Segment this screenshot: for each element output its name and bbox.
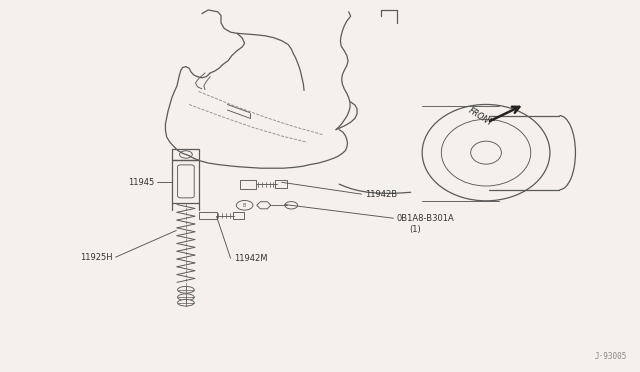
Text: 11945: 11945 [128, 178, 154, 187]
Text: FRONT: FRONT [467, 106, 495, 128]
Text: 11942B: 11942B [365, 190, 397, 199]
Text: J·93005: J·93005 [594, 352, 627, 361]
Text: B: B [243, 203, 246, 208]
Ellipse shape [177, 294, 194, 301]
Text: 0B1A8-B301A: 0B1A8-B301A [397, 214, 454, 223]
Circle shape [285, 202, 298, 209]
Ellipse shape [177, 286, 194, 293]
Text: (1): (1) [410, 225, 421, 234]
Circle shape [236, 201, 253, 210]
FancyBboxPatch shape [240, 180, 256, 189]
FancyBboxPatch shape [275, 180, 287, 188]
Polygon shape [257, 202, 271, 209]
FancyBboxPatch shape [232, 212, 244, 219]
FancyBboxPatch shape [198, 212, 216, 219]
Text: 11925H: 11925H [80, 253, 113, 262]
Ellipse shape [177, 299, 194, 306]
Text: 11942M: 11942M [234, 254, 268, 263]
